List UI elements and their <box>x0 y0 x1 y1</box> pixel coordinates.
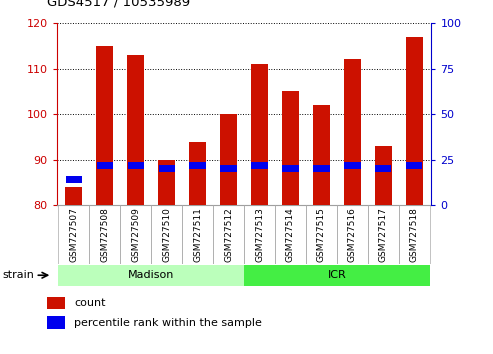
Text: GSM727518: GSM727518 <box>410 207 419 262</box>
Bar <box>251 162 268 169</box>
Bar <box>127 55 144 205</box>
Text: GDS4517 / 10535989: GDS4517 / 10535989 <box>47 0 190 9</box>
Text: GSM727509: GSM727509 <box>131 207 140 262</box>
Bar <box>151 205 182 264</box>
Bar <box>282 165 299 172</box>
Bar <box>213 205 244 264</box>
Bar <box>314 165 329 172</box>
Text: GSM727514: GSM727514 <box>286 207 295 262</box>
Text: percentile rank within the sample: percentile rank within the sample <box>74 318 262 328</box>
Text: count: count <box>74 298 106 308</box>
Text: strain: strain <box>2 270 35 280</box>
Bar <box>47 316 65 329</box>
Bar <box>65 187 82 205</box>
Bar <box>89 205 120 264</box>
Bar <box>96 46 113 205</box>
Bar <box>244 205 275 264</box>
Bar <box>158 160 175 205</box>
Text: Madison: Madison <box>128 270 175 280</box>
Bar <box>375 165 391 172</box>
Bar <box>275 205 306 264</box>
Bar <box>282 91 299 205</box>
Bar <box>47 297 65 309</box>
Bar <box>97 162 113 169</box>
Bar <box>66 176 82 183</box>
Bar <box>220 165 237 172</box>
Bar <box>182 205 213 264</box>
Bar <box>189 142 206 205</box>
Bar <box>120 205 151 264</box>
Bar <box>220 114 237 205</box>
Bar <box>58 265 244 286</box>
Bar <box>189 162 206 169</box>
Text: GSM727511: GSM727511 <box>193 207 202 262</box>
Text: GSM727516: GSM727516 <box>348 207 357 262</box>
Bar <box>399 205 430 264</box>
Bar <box>313 105 330 205</box>
Text: GSM727512: GSM727512 <box>224 207 233 262</box>
Bar <box>344 162 360 169</box>
Text: GSM727515: GSM727515 <box>317 207 326 262</box>
Text: GSM727510: GSM727510 <box>162 207 171 262</box>
Bar <box>128 162 144 169</box>
Text: GSM727508: GSM727508 <box>100 207 109 262</box>
Bar <box>344 59 361 205</box>
Text: ICR: ICR <box>327 270 346 280</box>
Bar <box>375 146 392 205</box>
Bar <box>337 205 368 264</box>
Bar <box>306 205 337 264</box>
Bar <box>406 162 423 169</box>
Bar <box>244 265 430 286</box>
Text: GSM727513: GSM727513 <box>255 207 264 262</box>
Text: GSM727517: GSM727517 <box>379 207 388 262</box>
Bar <box>406 37 423 205</box>
Bar <box>58 205 89 264</box>
Bar <box>368 205 399 264</box>
Text: GSM727507: GSM727507 <box>69 207 78 262</box>
Bar <box>159 165 175 172</box>
Bar <box>251 64 268 205</box>
